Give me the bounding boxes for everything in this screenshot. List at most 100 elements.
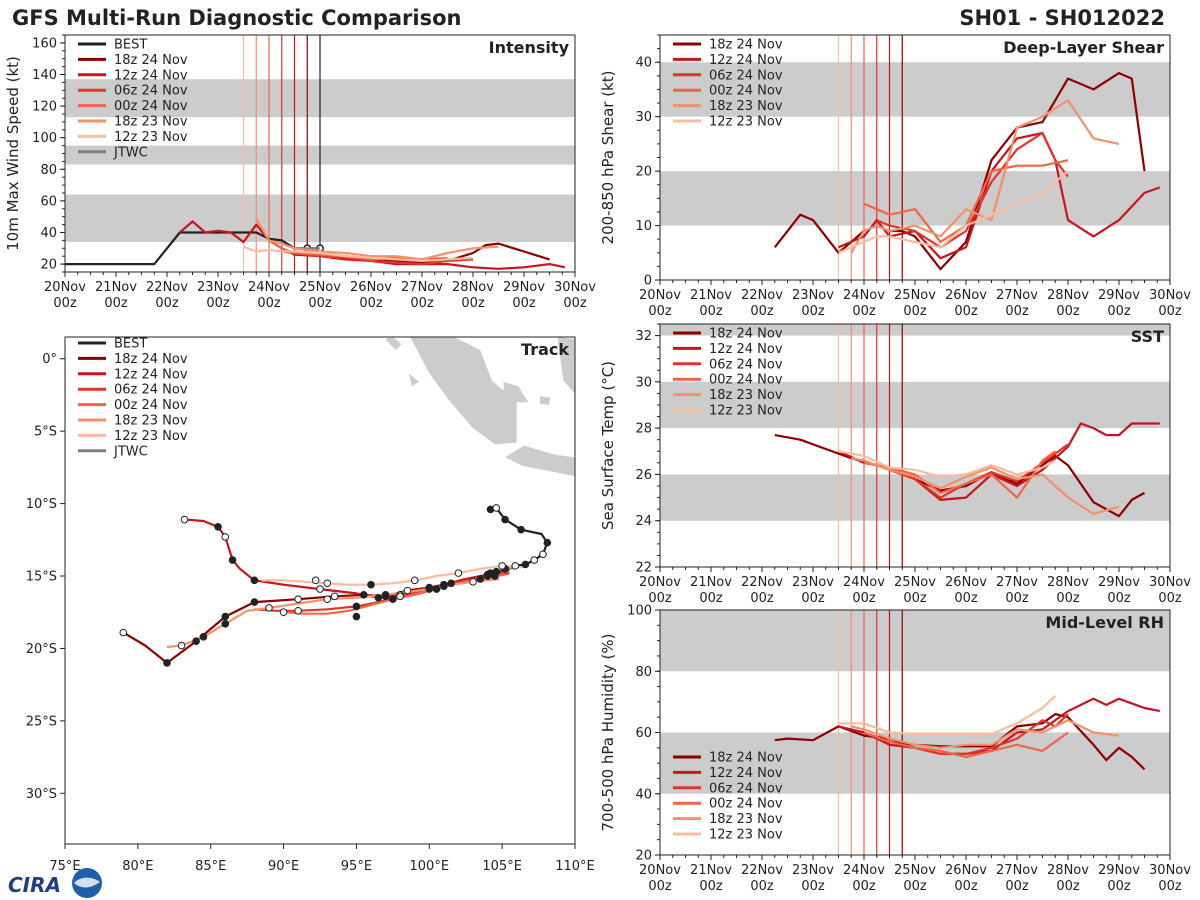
x-tick-sublabel: 00z [750,879,774,894]
x-tick-sublabel: 00z [1158,879,1182,894]
x-tick-label: 23Nov [792,288,834,303]
x-tick-label: 25Nov [299,280,341,295]
x-tick-sublabel: 00z [1005,879,1029,894]
track-marker [432,585,441,593]
series-line-12z-23-nov [243,245,474,262]
x-tick-sublabel: 00z [903,879,927,894]
logo-text: CIRA [8,873,61,897]
x-tick-label: 22Nov [741,863,783,878]
legend-label: 18z 24 Nov [709,327,783,342]
x-tick-label: 21Nov [95,280,137,295]
track-marker [374,593,383,602]
legend-label: 12z 24 Nov [114,367,188,382]
track-marker [192,637,200,646]
y-tick-label: 5°S [34,425,57,440]
legend-label: 18z 23 Nov [114,115,188,130]
legend-label: 18z 23 Nov [709,388,783,403]
y-tick-label: 120 [32,100,57,115]
track-marker [492,504,501,512]
figure-title: GFS Multi-Run Diagnostic Comparison [12,6,461,30]
track-marker [311,576,320,585]
x-tick-sublabel: 00z [1056,879,1080,894]
track-line-best [490,506,549,575]
x-tick-sublabel: 00z [563,296,587,311]
x-tick-label: 95°E [341,859,372,874]
shaded-band [660,324,1170,336]
track-marker [498,562,506,570]
legend-label: 18z 24 Nov [709,38,783,53]
y-tick-label: 20 [40,258,57,273]
legend-label: 00z 24 Nov [114,99,188,114]
y-tick-label: 40 [635,56,652,71]
track-marker [359,591,368,599]
series-line-18z-23-nov [255,217,499,261]
y-tick-label: 100 [32,131,57,146]
x-tick-label: 100°E [410,859,450,874]
panel-title: Mid-Level RH [1045,613,1164,632]
series-line-18z-23-nov [851,457,1120,515]
legend-label: 06z 24 Nov [114,84,188,99]
x-tick-sublabel: 00z [801,591,825,606]
x-tick-label: 30Nov [1149,288,1191,303]
x-tick-label: 80°E [122,859,153,874]
y-tick-label: 15°S [26,570,57,585]
series-line-18z-24-nov [773,71,1146,271]
series-line-12z-23-nov [838,170,1069,254]
x-tick-label: 26Nov [945,288,987,303]
x-tick-sublabel: 00z [308,296,332,311]
legend-label: BEST [114,337,147,352]
track-marker [250,576,259,585]
track-marker [294,606,302,615]
x-tick-sublabel: 00z [903,304,927,319]
x-tick-label: 25Nov [894,288,936,303]
x-tick-label: 28Nov [1047,288,1089,303]
series-line-12z-23-nov [838,695,1057,736]
x-tick-label: 27Nov [996,575,1038,590]
legend-label: 12z 23 Nov [709,115,783,130]
x-tick-sublabel: 00z [1107,879,1131,894]
x-tick-sublabel: 00z [1056,304,1080,319]
intensity-panel: 2040608010012014016020Nov00z21Nov00z22No… [4,34,596,311]
x-tick-sublabel: 00z [852,879,876,894]
legend-label: JTWC [113,444,148,459]
plot-area [660,610,1170,855]
y-tick-label: 60 [635,726,652,741]
x-tick-label: 23Nov [792,575,834,590]
x-tick-label: 29Nov [1098,575,1140,590]
logo-swirl-icon [74,877,100,888]
legend-label: 12z 24 Nov [709,766,783,781]
y-tick-label: 80 [635,665,652,680]
x-tick-label: 22Nov [146,280,188,295]
legend-label: 18z 24 Nov [709,751,783,766]
y-tick-label: 24 [635,514,652,529]
legend-label: 12z 23 Nov [709,404,783,419]
y-tick-label: 80 [40,163,57,178]
track-panel: 0° 5°S 10°S 15°S 20°S 25°S 30°S 75°E 80°E 85°E 90°… [26,336,595,874]
x-tick-label: 90°E [268,859,299,874]
series-line-12z-23-nov [838,450,1056,478]
plot-area [65,35,575,272]
track-marker [539,550,547,559]
x-tick-sublabel: 00z [1005,304,1029,319]
x-tick-sublabel: 00z [648,304,672,319]
legend-label: 18z 24 Nov [114,352,188,367]
x-tick-sublabel: 00z [1158,591,1182,606]
x-tick-sublabel: 00z [699,304,723,319]
legend-label: 18z 23 Nov [709,99,783,114]
track-marker [177,641,186,650]
legend-label: BEST [114,38,147,53]
track-marker [180,515,189,524]
x-tick-sublabel: 00z [801,304,825,319]
track-marker [221,620,230,628]
track-marker [221,612,230,621]
legend-label: 12z 24 Nov [114,68,188,83]
legend-label: 12z 23 Nov [709,828,783,843]
y-tick-label: 40 [635,787,652,802]
land-mass [410,337,517,445]
x-tick-label: 29Nov [1098,288,1140,303]
y-tick-label: 10°S [26,497,57,512]
shaded-band [660,171,1170,226]
y-axis-label: 10m Max Wind Speed (kt) [4,56,22,251]
y-tick-label: 10 [635,219,652,234]
x-tick-sublabel: 00z [954,304,978,319]
